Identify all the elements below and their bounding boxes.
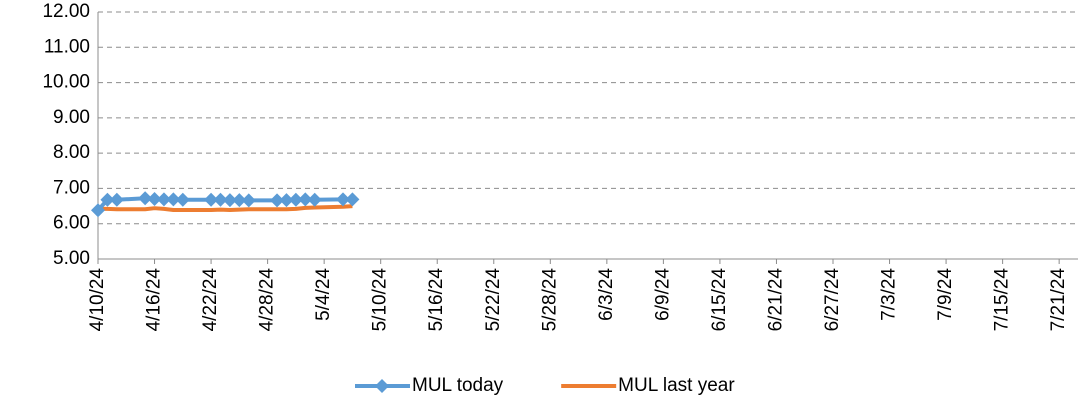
point-marker: [307, 192, 322, 207]
point-marker: [138, 191, 153, 206]
point-marker: [270, 193, 285, 208]
x-tick-label: 4/22/24: [200, 268, 221, 332]
point-marker: [156, 192, 171, 207]
point-marker: [336, 192, 350, 207]
y-tick-label: 6.00: [53, 213, 90, 234]
x-tick-label: 4/16/24: [144, 268, 165, 332]
x-tick-label: 7/21/24: [1048, 268, 1069, 332]
y-tick-label: 10.00: [42, 72, 90, 93]
legend-marker: [375, 379, 389, 393]
point-marker: [345, 192, 360, 207]
x-tick-label: 7/15/24: [992, 268, 1013, 332]
x-tick-label: 7/9/24: [935, 268, 956, 321]
point-marker: [100, 192, 115, 207]
y-tick-label: 5.00: [53, 248, 90, 269]
point-marker: [222, 193, 237, 208]
point-marker: [175, 192, 190, 207]
x-tick-label: 5/28/24: [539, 268, 560, 332]
y-tick-label: 9.00: [53, 107, 90, 128]
y-tick-label: 7.00: [53, 177, 90, 198]
point-marker: [298, 192, 313, 207]
point-marker: [279, 193, 294, 208]
x-tick-label: 7/3/24: [879, 268, 900, 321]
y-tick-label: 12.00: [42, 1, 90, 22]
series-line: [98, 204, 353, 212]
legend-label: MUL last year: [618, 375, 735, 396]
point-marker: [91, 203, 105, 218]
x-tick-label: 6/3/24: [596, 268, 617, 321]
y-tick-label: 11.00: [44, 36, 90, 57]
x-tick-label: 5/16/24: [426, 268, 447, 332]
x-tick-label: 4/10/24: [87, 268, 108, 332]
x-tick-label: 5/22/24: [483, 268, 504, 332]
x-tick-label: 6/9/24: [652, 268, 673, 321]
point-marker: [213, 192, 228, 207]
x-tick-label: 6/15/24: [709, 268, 730, 332]
point-marker: [204, 192, 219, 207]
legend-label: MUL today: [412, 375, 504, 396]
x-tick-label: 6/27/24: [822, 268, 843, 332]
y-tick-label: 8.00: [53, 142, 90, 163]
x-tick-label: 6/21/24: [765, 268, 786, 332]
x-tick-label: 5/4/24: [313, 268, 334, 321]
point-marker: [232, 193, 247, 208]
point-marker: [288, 192, 303, 207]
point-marker: [166, 192, 181, 207]
point-marker: [147, 192, 162, 207]
x-tick-label: 5/10/24: [370, 268, 391, 332]
x-tick-label: 4/28/24: [257, 268, 278, 332]
point-marker: [109, 192, 124, 207]
point-marker: [241, 193, 256, 208]
